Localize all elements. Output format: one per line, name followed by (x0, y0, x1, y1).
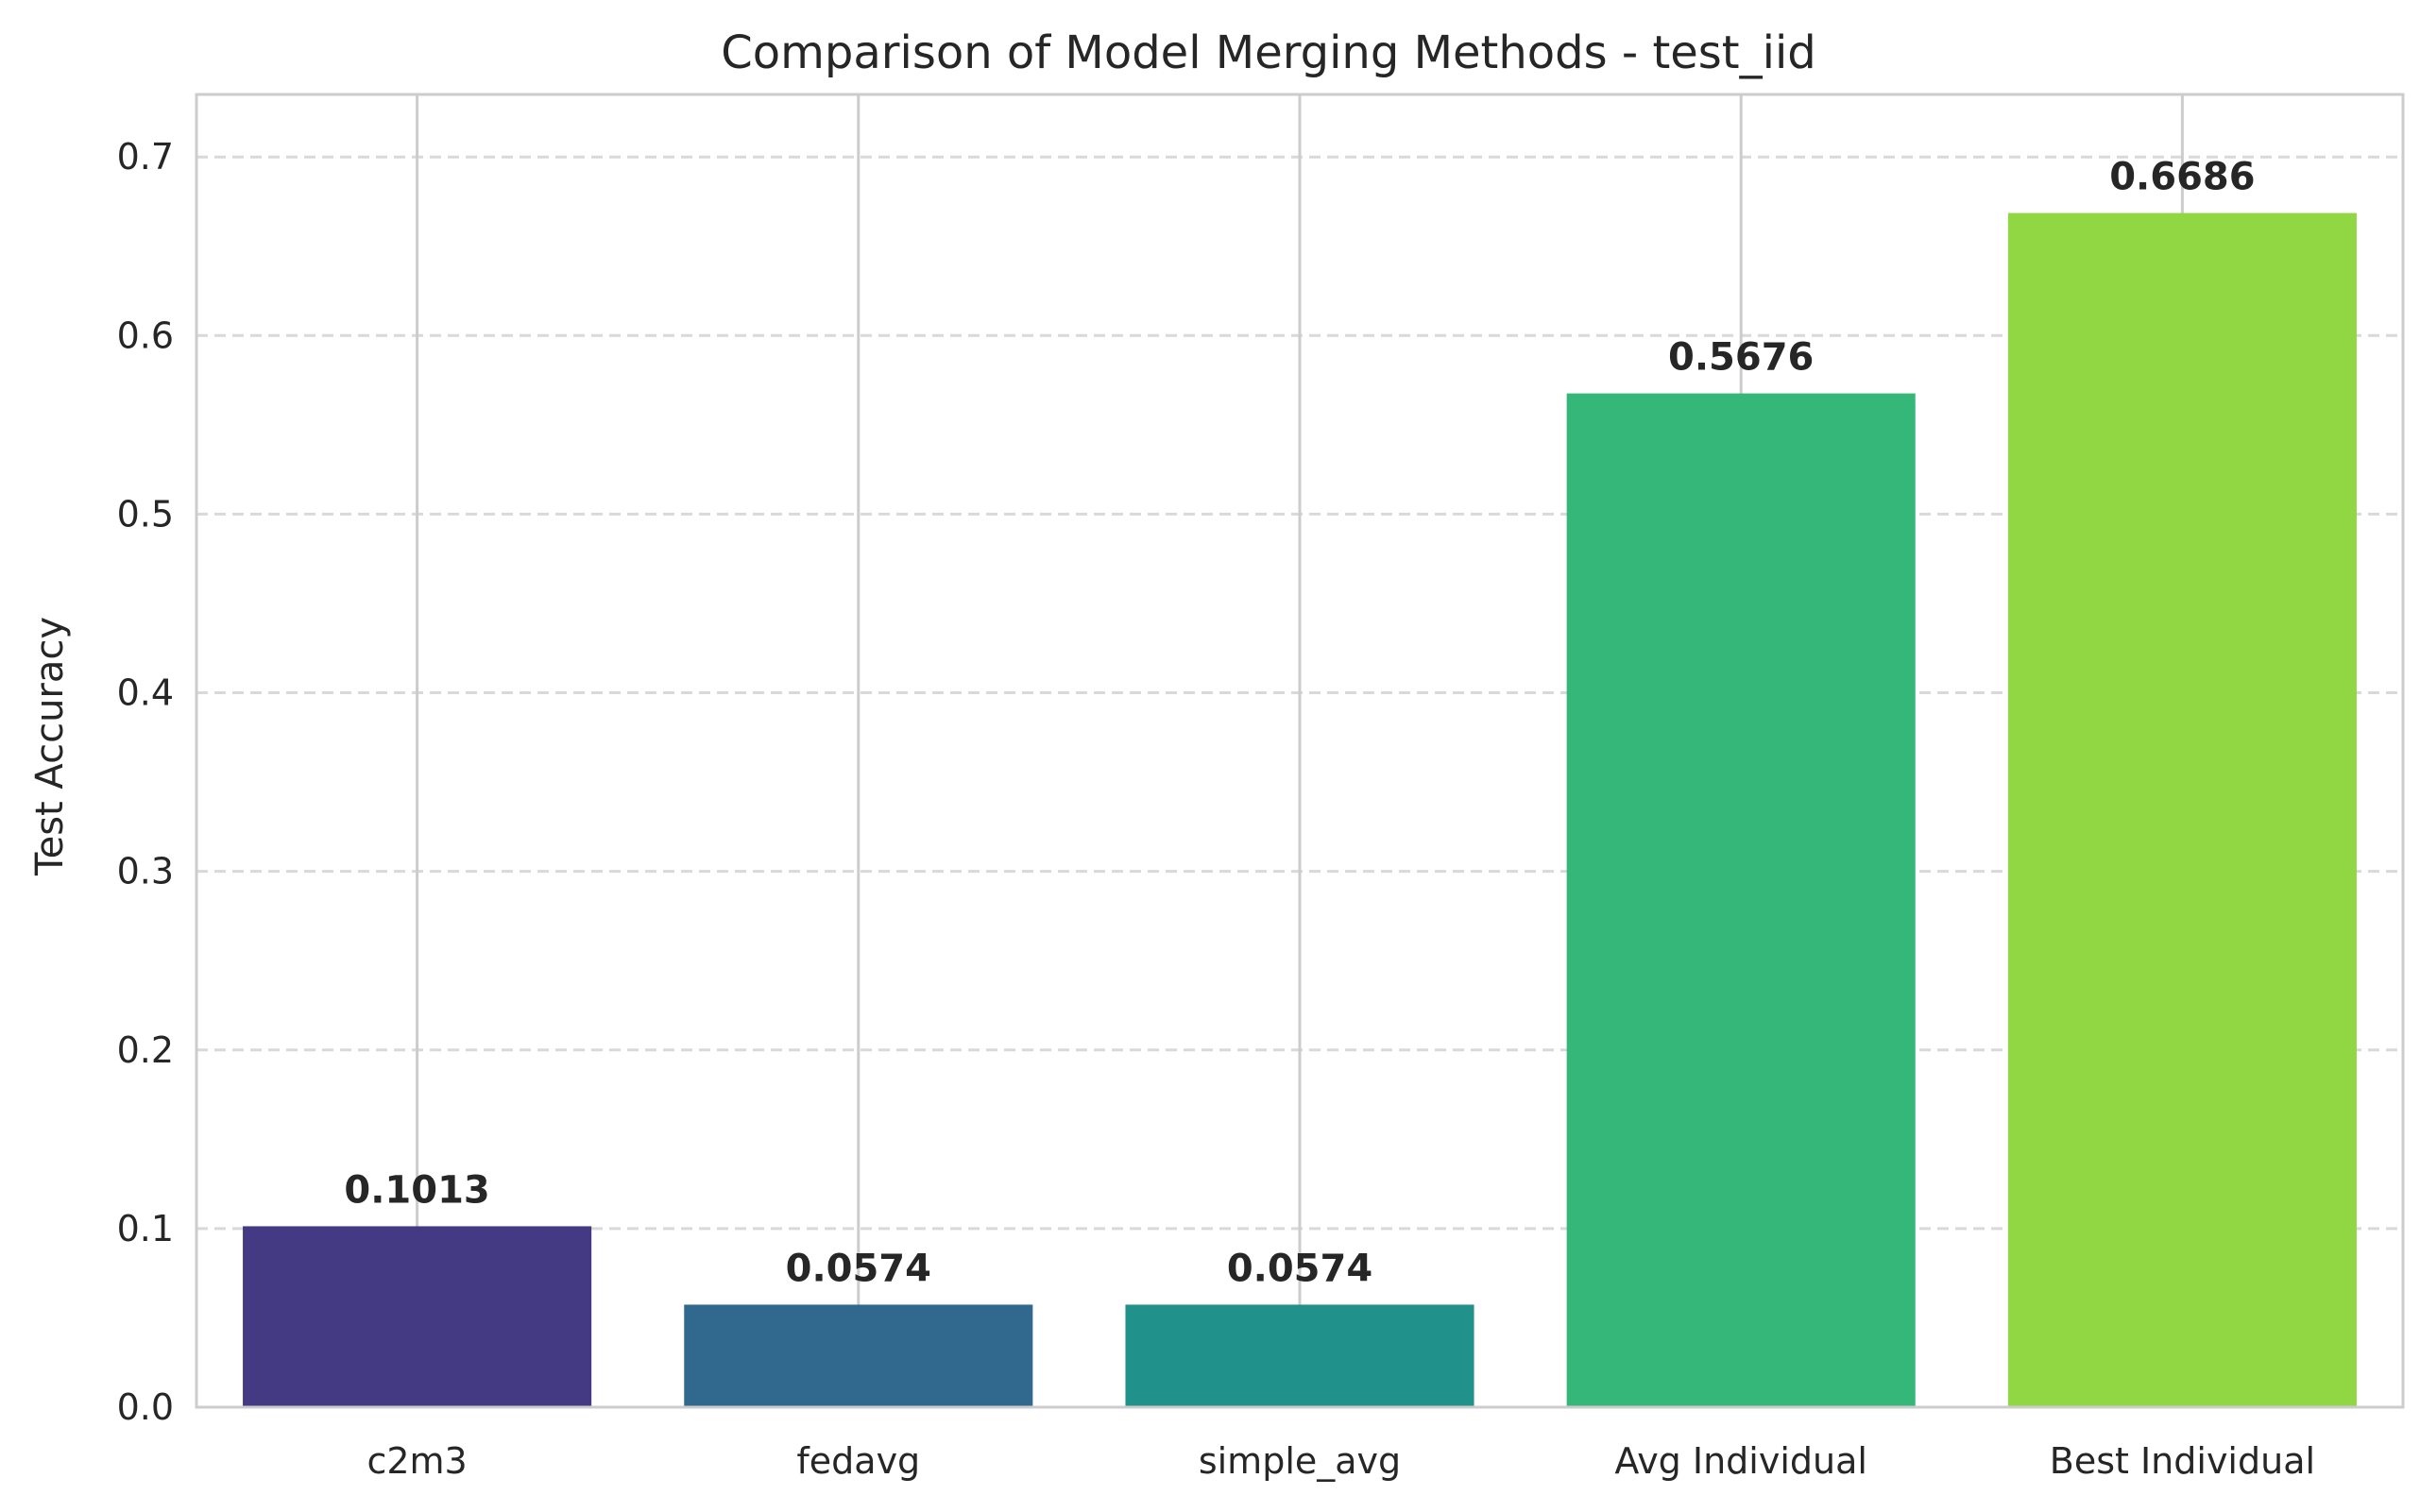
y-tick-label: 0.3 (117, 851, 174, 892)
x-tick-label: simple_avg (1199, 1440, 1401, 1482)
y-tick-label: 0.4 (117, 672, 174, 714)
bar-value-label: 0.0574 (786, 1247, 931, 1290)
y-tick-label: 0.6 (117, 314, 174, 356)
bar-best-individual (2007, 212, 2357, 1408)
y-tick-label: 0.7 (117, 136, 174, 178)
x-tick-label: Avg Individual (1614, 1440, 1867, 1482)
bars (243, 212, 2357, 1408)
bar-value-label: 0.1013 (344, 1168, 489, 1212)
y-tick-label: 0.1 (117, 1208, 174, 1249)
x-tick-label: c2m3 (366, 1440, 467, 1482)
y-axis-ticks: 0.0 0.1 0.2 0.3 0.4 0.5 0.6 0.7 (117, 136, 174, 1428)
y-axis-label: Test Accuracy (28, 617, 72, 876)
bar-fedavg (684, 1304, 1033, 1407)
bar-value-label: 0.6686 (2109, 156, 2255, 199)
y-tick-label: 0.0 (117, 1386, 174, 1428)
plot-frame (195, 93, 2405, 1409)
chart-title: Comparison of Model Merging Methods - te… (721, 26, 1816, 79)
x-axis-ticks: c2m3 fedavg simple_avg Avg Individual Best I… (366, 1440, 2315, 1482)
bar-value-label: 0.0574 (1227, 1247, 1372, 1290)
bar-c2m3 (243, 1226, 592, 1407)
y-tick-label: 0.2 (117, 1029, 174, 1071)
x-tick-label: fedavg (796, 1440, 920, 1482)
bar-value-label: 0.5676 (1668, 336, 1814, 380)
value-labels: 0.1013 0.0574 0.0574 0.5676 0.6686 (344, 156, 2255, 1291)
y-tick-label: 0.5 (117, 493, 174, 535)
x-tick-label: Best Individual (2050, 1440, 2315, 1482)
bar-simple-avg (1125, 1304, 1474, 1407)
bar-avg-individual (1566, 393, 1916, 1407)
